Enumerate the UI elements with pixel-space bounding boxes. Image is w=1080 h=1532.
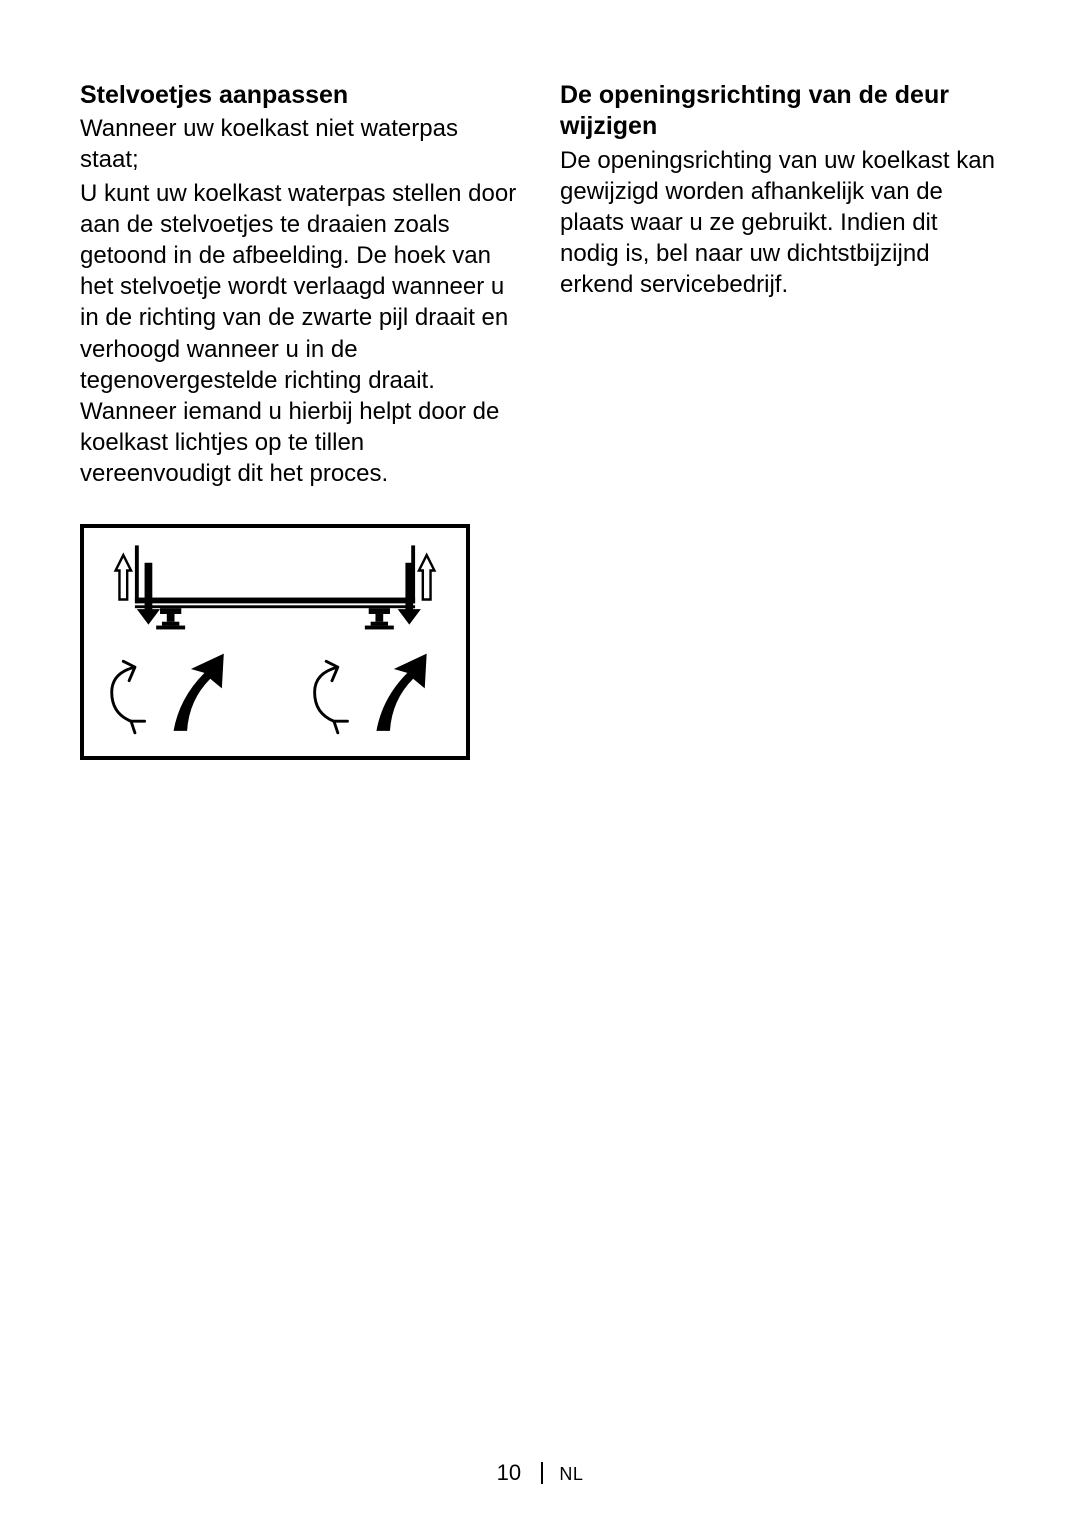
left-column: Stelvoetjes aanpassen Wanneer uw koelkas… xyxy=(80,80,520,760)
right-up-arrow-icon xyxy=(419,555,434,599)
left-foot-icon xyxy=(156,608,185,629)
page-number: 10 xyxy=(497,1460,529,1486)
right-column: De openingsrichting van de deur wijzigen… xyxy=(560,80,1000,760)
right-foot-icon xyxy=(365,608,394,629)
language-code: NL xyxy=(555,1464,583,1485)
page-footer: 10 NL xyxy=(0,1460,1080,1486)
left-updown-arrow-icon xyxy=(116,555,131,599)
left-heading: Stelvoetjes aanpassen xyxy=(80,80,520,111)
right-down-arrow-icon xyxy=(398,562,421,624)
right-rotate-filled-icon xyxy=(376,653,426,730)
left-para-1: Wanneer uw koelkast niet waterpas staat; xyxy=(80,113,520,175)
left-rotate-filled-icon xyxy=(174,653,224,730)
left-down-arrow-icon xyxy=(137,562,160,624)
leveling-diagram xyxy=(80,524,520,760)
right-rotate-outline-icon xyxy=(315,661,348,732)
leveling-diagram-svg xyxy=(84,528,466,756)
footer-separator-icon xyxy=(541,1462,543,1484)
left-para-2: U kunt uw koelkast waterpas stellen door… xyxy=(80,178,520,490)
right-heading: De openingsrichting van de deur wijzigen xyxy=(560,80,1000,143)
left-rotate-outline-icon xyxy=(112,661,145,732)
right-para-1: De openingsrichting van uw koelkast kan … xyxy=(560,145,1000,301)
